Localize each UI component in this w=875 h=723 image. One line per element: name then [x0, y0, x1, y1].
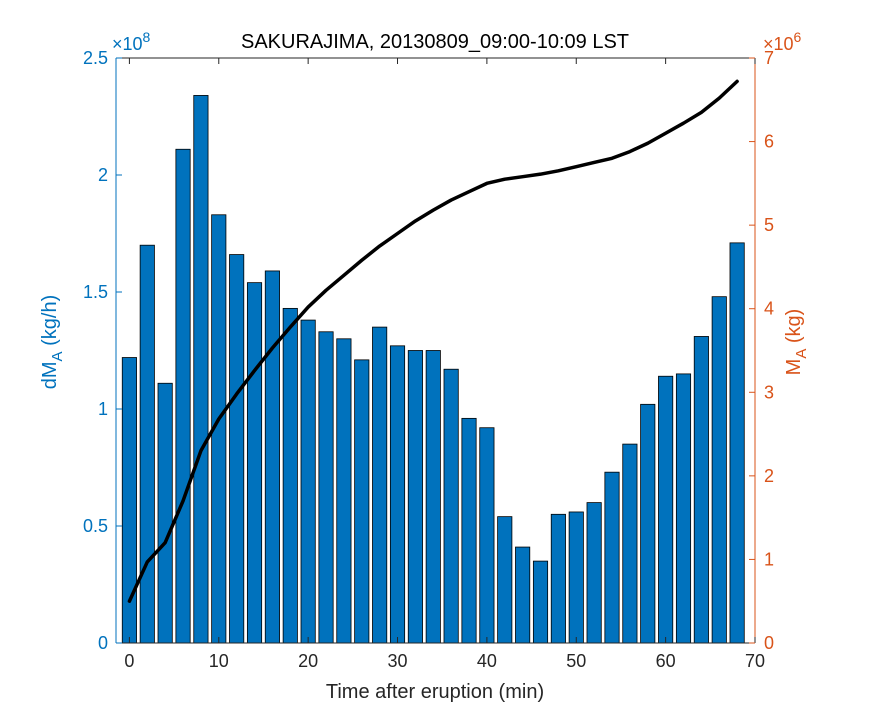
bar: [729, 242, 745, 644]
bar: [229, 254, 245, 644]
bar: [532, 560, 549, 644]
y-left-label-sub: A: [49, 351, 66, 361]
bar: [550, 513, 566, 644]
y-left-exponent-power: 8: [143, 29, 151, 45]
bar: [372, 326, 388, 644]
bar: [604, 471, 620, 644]
bars-layer: [121, 95, 745, 644]
y-right-axis-label: MA (kg): [783, 309, 810, 376]
y-left-tick-label: 0.5: [83, 516, 108, 536]
x-tick-label: 10: [209, 651, 229, 671]
bar: [443, 368, 459, 644]
x-axis-label: Time after eruption (min): [326, 681, 544, 703]
bar: [336, 338, 352, 644]
bar: [693, 336, 709, 644]
x-tick-label: 50: [566, 651, 586, 671]
y-left-axis-label: dMA (kg/h): [39, 295, 66, 390]
bar: [139, 244, 155, 644]
y-right-exponent-power: 6: [794, 29, 802, 45]
y-right-tick-label: 6: [764, 132, 774, 152]
bar: [479, 427, 495, 644]
bar: [515, 546, 531, 644]
y-left-exponent: ×108: [112, 29, 151, 54]
bar: [425, 350, 441, 644]
bar: [675, 373, 692, 644]
chart-title: SAKURAJIMA, 20130809_09:00-10:09 LST: [241, 31, 629, 53]
x-tick-label: 40: [477, 651, 497, 671]
y-right-tick-label: 0: [764, 633, 774, 653]
bar: [711, 296, 727, 644]
y-left-tick-label: 1.5: [83, 282, 108, 302]
bar: [568, 511, 584, 644]
bar: [354, 359, 370, 644]
line-layer: [127, 79, 739, 603]
y-right-exponent: ×106: [763, 29, 802, 54]
bar: [175, 148, 191, 644]
bar: [389, 345, 406, 644]
y-left-exponent-base: ×10: [112, 34, 143, 54]
y-left-tick-label: 2: [98, 165, 108, 185]
x-tick-label: 0: [124, 651, 134, 671]
bar: [461, 417, 477, 644]
bar: [497, 516, 513, 644]
bar: [300, 319, 316, 644]
y-left-tick-label: 0: [98, 633, 108, 653]
y-right-label-main: M: [783, 359, 805, 376]
y-left-tick-label: 2.5: [83, 48, 108, 68]
bar: [318, 331, 334, 644]
x-tick-label: 60: [656, 651, 676, 671]
y-right-label-sub: A: [793, 349, 810, 359]
bar: [407, 350, 423, 644]
y-right-exponent-base: ×10: [763, 34, 794, 54]
y-right-label-unit: (kg): [783, 309, 805, 349]
y-right-tick-label: 2: [764, 466, 774, 486]
bar: [193, 95, 209, 644]
y-right-tick-label: 1: [764, 549, 774, 569]
y-right-tick-label: 5: [764, 215, 774, 235]
y-right-tick-label: 3: [764, 382, 774, 402]
cumulative-mass-line: [127, 79, 739, 603]
y-left-tick-label: 1: [98, 399, 108, 419]
bar: [586, 502, 602, 644]
y-left-label-unit: (kg/h): [39, 295, 61, 352]
bar: [157, 382, 173, 644]
bar: [622, 443, 638, 644]
bar: [640, 403, 656, 644]
bar: [264, 270, 280, 644]
y-right-tick-label: 4: [764, 299, 774, 319]
bar: [282, 307, 298, 644]
y-right-tick-label: 7: [764, 48, 774, 68]
bar: [658, 375, 674, 644]
y-left-label-main: dM: [39, 361, 61, 389]
x-tick-label: 70: [745, 651, 765, 671]
x-tick-label: 30: [388, 651, 408, 671]
x-tick-label: 20: [298, 651, 318, 671]
bar: [246, 282, 263, 644]
